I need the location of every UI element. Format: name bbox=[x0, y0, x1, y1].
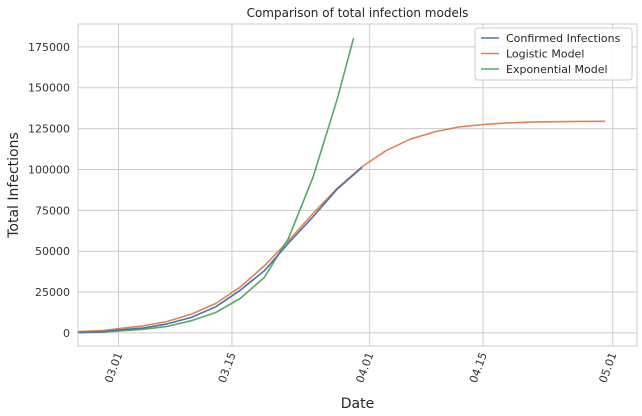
y-tick-label: 125000 bbox=[28, 123, 70, 136]
series-lines bbox=[77, 37, 606, 334]
y-tick-label: 100000 bbox=[28, 163, 70, 176]
y-tick-label: 0 bbox=[63, 327, 70, 340]
y-tick-label: 75000 bbox=[35, 204, 70, 217]
y-tick-label: 150000 bbox=[28, 82, 70, 95]
x-tick-label: 04.15 bbox=[467, 351, 490, 385]
legend: Confirmed Infections Logistic Model Expone… bbox=[474, 27, 633, 81]
legend-label: Logistic Model bbox=[506, 48, 584, 61]
y-tick-label: 175000 bbox=[28, 41, 70, 54]
x-tick-label: 03.01 bbox=[102, 351, 125, 385]
x-tick-labels: 03.01 03.15 04.01 04.15 05.01 bbox=[102, 351, 619, 385]
x-tick-label: 04.01 bbox=[353, 351, 376, 385]
x-tick-label: 05.01 bbox=[597, 351, 620, 385]
chart-title: Comparison of total infection models bbox=[247, 6, 469, 20]
series-line-2 bbox=[77, 37, 355, 334]
series-line-1 bbox=[77, 120, 606, 333]
y-gridlines bbox=[78, 46, 637, 334]
x-tick-label: 03.15 bbox=[216, 351, 239, 385]
y-tick-label: 50000 bbox=[35, 245, 70, 258]
legend-label: Exponential Model bbox=[506, 63, 608, 76]
y-tick-labels: 0 25000 50000 75000 100000 125000 150000 175000 bbox=[28, 41, 70, 340]
y-tick-label: 25000 bbox=[35, 286, 70, 299]
legend-box bbox=[474, 27, 633, 81]
legend-label: Confirmed Infections bbox=[506, 32, 621, 45]
x-axis-title: Date bbox=[341, 396, 374, 412]
plot-frame bbox=[77, 23, 638, 347]
series-line-0 bbox=[77, 167, 363, 334]
y-axis-title: Total Infections bbox=[6, 132, 22, 239]
